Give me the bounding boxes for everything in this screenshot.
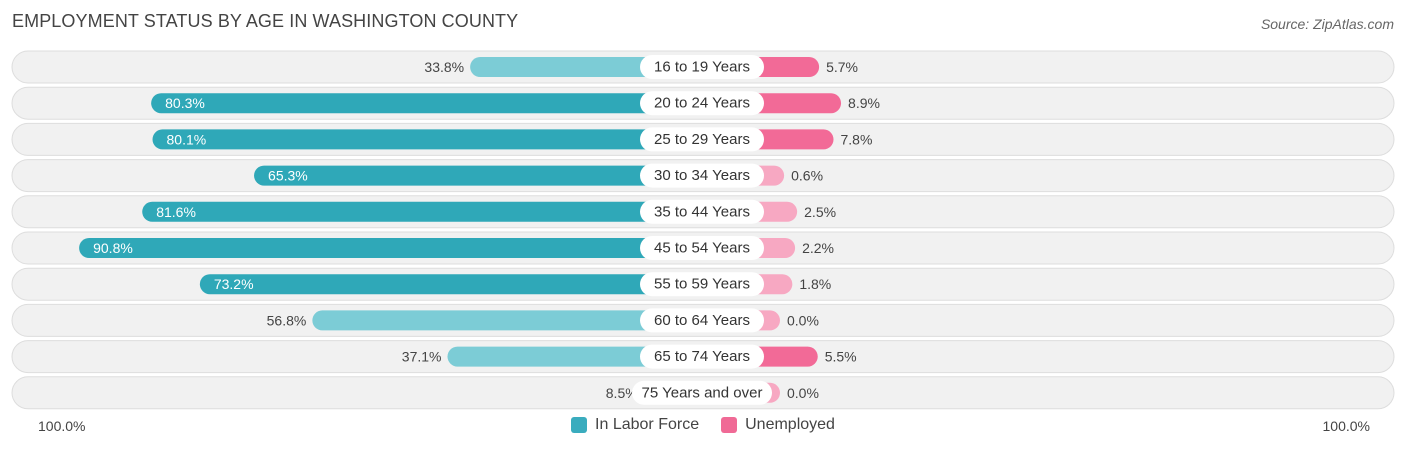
bar-labor-45-to-54-years: [79, 238, 702, 258]
value-labor-75-years-and-over: 8.5%: [606, 385, 638, 401]
value-unemployed-35-to-44-years: 2.5%: [804, 204, 836, 220]
axis-right-label: 100.0%: [1322, 418, 1370, 434]
axis-left-label: 100.0%: [38, 418, 86, 434]
value-unemployed-55-to-59-years: 1.8%: [799, 276, 831, 292]
category-label-55-to-59-years: 55 to 59 Years: [654, 276, 750, 293]
category-pill-60-to-64-years: [640, 308, 764, 333]
category-pill-30-to-34-years: [640, 163, 764, 188]
bar-labor-30-to-34-years: [254, 165, 703, 186]
value-unemployed-75-years-and-over: 0.0%: [787, 385, 819, 401]
legend-item-unemployed: Unemployed: [721, 416, 835, 434]
bar-labor-60-to-64-years: [312, 310, 702, 331]
chart-source: Source: ZipAtlas.com: [1260, 16, 1394, 32]
category-label-16-to-19-years: 16 to 19 Years: [654, 59, 750, 76]
bar-labor-35-to-44-years: [142, 201, 702, 222]
chart-title: EMPLOYMENT STATUS BY AGE IN WASHINGTON C…: [12, 11, 519, 31]
value-unemployed-60-to-64-years: 0.0%: [787, 312, 819, 328]
category-pill-65-to-74-years: [640, 344, 764, 369]
category-pill-45-to-54-years: [640, 236, 764, 260]
category-label-20-to-24-years: 20 to 24 Years: [654, 95, 750, 112]
category-pill-55-to-59-years: [640, 272, 764, 297]
category-label-65-to-74-years: 65 to 74 Years: [654, 348, 750, 365]
category-pill-25-to-29-years: [640, 127, 764, 152]
value-unemployed-25-to-29-years: 7.8%: [841, 131, 873, 147]
value-unemployed-20-to-24-years: 8.9%: [848, 95, 880, 111]
value-labor-25-to-29-years: 80.1%: [167, 131, 207, 147]
category-pill-75-years-and-over: [632, 380, 772, 405]
value-labor-65-to-74-years: 37.1%: [402, 349, 442, 365]
value-labor-16-to-19-years: 33.8%: [424, 59, 464, 75]
value-labor-60-to-64-years: 56.8%: [267, 312, 307, 328]
value-unemployed-65-to-74-years: 5.5%: [825, 349, 857, 365]
bar-labor-55-to-59-years: [199, 274, 702, 295]
legend-swatch-unemployed: [721, 417, 738, 433]
legend-swatch-labor-force: [571, 417, 588, 433]
value-unemployed-45-to-54-years: 2.2%: [802, 240, 834, 256]
value-labor-55-to-59-years: 73.2%: [214, 276, 254, 292]
value-labor-45-to-54-years: 90.8%: [93, 240, 133, 256]
value-labor-20-to-24-years: 80.3%: [165, 95, 205, 111]
bar-labor-20-to-24-years: [151, 93, 703, 114]
value-unemployed-16-to-19-years: 5.7%: [826, 59, 858, 75]
legend-label-labor-force: In Labor Force: [595, 416, 700, 433]
value-labor-35-to-44-years: 81.6%: [156, 204, 196, 220]
bar-labor-65-to-74-years: [447, 346, 702, 367]
category-pill-35-to-44-years: [640, 199, 764, 224]
category-pill-16-to-19-years: [640, 55, 764, 79]
bar-labor-25-to-29-years: [152, 129, 702, 150]
category-label-60-to-64-years: 60 to 64 Years: [654, 312, 750, 329]
value-labor-30-to-34-years: 65.3%: [268, 168, 308, 184]
category-label-45-to-54-years: 45 to 54 Years: [654, 240, 750, 257]
legend-item-labor-force: In Labor Force: [571, 416, 699, 434]
category-label-35-to-44-years: 35 to 44 Years: [654, 203, 750, 220]
category-label-30-to-34-years: 30 to 34 Years: [654, 167, 750, 184]
category-label-75-years-and-over: 75 Years and over: [642, 384, 763, 401]
legend-label-unemployed: Unemployed: [745, 416, 835, 433]
value-unemployed-30-to-34-years: 0.6%: [791, 168, 823, 184]
category-label-25-to-29-years: 25 to 29 Years: [654, 131, 750, 148]
legend: In Labor Force Unemployed: [0, 416, 1406, 434]
category-pill-20-to-24-years: [640, 91, 764, 116]
